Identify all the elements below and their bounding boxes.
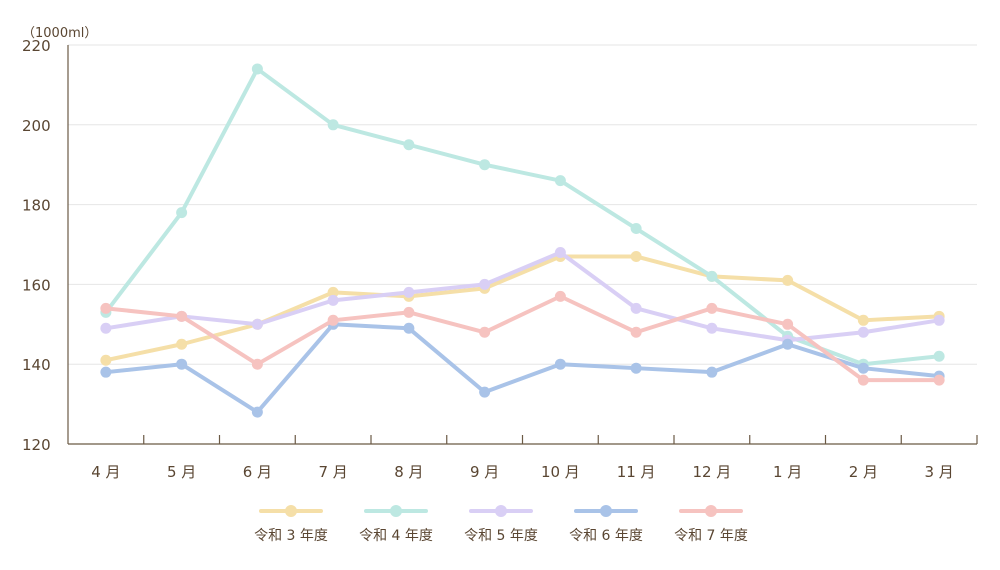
x-tick-label: 1 月 <box>773 463 802 481</box>
data-point <box>100 322 112 334</box>
data-point <box>630 223 642 235</box>
series-layer <box>100 63 945 418</box>
data-point <box>251 406 263 418</box>
data-point <box>327 294 339 306</box>
x-tick-label: 10 月 <box>541 463 580 481</box>
data-point <box>327 119 339 131</box>
data-point <box>630 362 642 374</box>
data-point <box>479 159 491 171</box>
data-point <box>782 318 794 330</box>
data-point <box>176 338 188 350</box>
data-point <box>554 358 566 370</box>
legend-swatch-point <box>285 505 297 517</box>
data-point <box>782 338 794 350</box>
data-point <box>403 306 415 318</box>
data-point <box>630 326 642 338</box>
data-point <box>176 207 188 219</box>
legend-label: 令和 5 年度 <box>464 528 538 544</box>
series-line <box>103 254 942 363</box>
data-point <box>479 386 491 398</box>
series-line <box>103 294 942 383</box>
x-tick-label: 4 月 <box>91 463 120 481</box>
data-point <box>251 318 263 330</box>
data-point <box>251 63 263 75</box>
y-tick-label: 160 <box>22 276 51 294</box>
data-point <box>706 270 718 282</box>
y-unit-label: （1000ml） <box>22 26 97 41</box>
legend-label: 令和 3 年度 <box>254 528 328 544</box>
data-point <box>554 246 566 258</box>
data-point <box>100 302 112 314</box>
series-3 <box>100 246 945 346</box>
data-point <box>857 314 869 326</box>
x-tick-label: 8 月 <box>394 463 423 481</box>
data-point <box>554 175 566 187</box>
y-tick-label: 140 <box>22 356 51 374</box>
data-point <box>176 310 188 322</box>
legend-swatch-point <box>390 505 402 517</box>
data-point <box>403 139 415 151</box>
x-tick-label: 12 月 <box>692 463 731 481</box>
x-tick-label: 11 月 <box>617 463 656 481</box>
series-5 <box>100 290 945 386</box>
data-point <box>479 326 491 338</box>
data-point <box>857 374 869 386</box>
x-tick-label: 9 月 <box>470 463 499 481</box>
data-point <box>630 302 642 314</box>
legend-item-4: 令和 6 年度 <box>569 505 643 544</box>
data-point <box>933 314 945 326</box>
data-point <box>479 278 491 290</box>
data-point <box>100 354 112 366</box>
y-tick-label: 180 <box>22 197 51 215</box>
data-point <box>857 326 869 338</box>
data-point <box>327 314 339 326</box>
y-tick-label: 200 <box>22 117 51 135</box>
data-point <box>782 274 794 286</box>
x-tick-label: 2 月 <box>849 463 878 481</box>
legend-swatch-point <box>705 505 717 517</box>
series-2 <box>100 63 945 370</box>
legend-label: 令和 4 年度 <box>359 528 433 544</box>
legend-item-5: 令和 7 年度 <box>674 505 748 544</box>
legend-item-1: 令和 3 年度 <box>254 505 328 544</box>
legend-item-3: 令和 5 年度 <box>464 505 538 544</box>
axis-layer: 120 140 160 180 200 220 4 月 5 月 6 月 7 月 8 月 9 月 10 月… <box>22 37 978 481</box>
legend-label: 令和 6 年度 <box>569 528 643 544</box>
data-point <box>933 350 945 362</box>
data-point <box>630 250 642 262</box>
y-tick-label: 220 <box>22 37 51 55</box>
data-point <box>554 290 566 302</box>
data-point <box>176 358 188 370</box>
x-tick-label: 5 月 <box>167 463 196 481</box>
x-tick-label: 6 月 <box>243 463 272 481</box>
data-point <box>933 374 945 386</box>
series-line <box>103 250 942 343</box>
data-point <box>706 322 718 334</box>
data-point <box>706 366 718 378</box>
legend-swatch-point <box>600 505 612 517</box>
series-line <box>103 322 942 415</box>
x-tick-label: 3 月 <box>924 463 953 481</box>
legend-label: 令和 7 年度 <box>674 528 748 544</box>
legend: 令和 3 年度 令和 4 年度 令和 5 年度 令和 6 年度 令和 7 年度 <box>254 505 748 544</box>
data-point <box>100 366 112 378</box>
y-tick-label: 120 <box>22 436 51 454</box>
data-point <box>403 322 415 334</box>
data-point <box>857 362 869 374</box>
legend-swatch-point <box>495 505 507 517</box>
data-point <box>251 358 263 370</box>
legend-item-2: 令和 4 年度 <box>359 505 433 544</box>
data-point <box>706 302 718 314</box>
data-point <box>403 286 415 298</box>
data-point <box>327 286 339 298</box>
grid-layer <box>68 44 977 365</box>
x-tick-label: 7 月 <box>318 463 347 481</box>
